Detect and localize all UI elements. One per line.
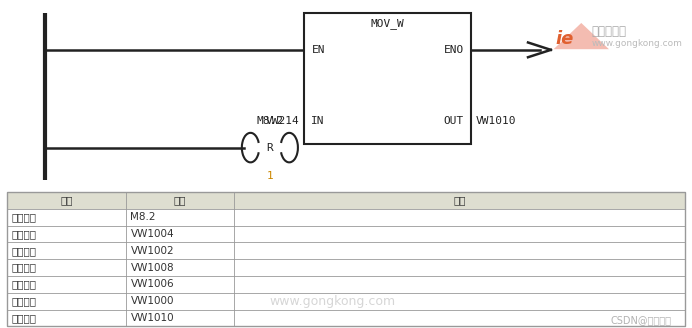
Text: 运行转速: 运行转速: [12, 313, 37, 323]
Text: VW1008: VW1008: [130, 262, 174, 273]
Text: VW1000: VW1000: [130, 296, 174, 306]
Bar: [7, 293, 685, 310]
Text: VW1010: VW1010: [130, 313, 174, 323]
Text: 地址: 地址: [174, 195, 186, 205]
Bar: [304, 13, 471, 144]
Text: VW1010: VW1010: [475, 116, 516, 126]
Text: 读取数据: 读取数据: [12, 212, 37, 222]
Text: www.gongkong.com: www.gongkong.com: [269, 295, 395, 308]
Bar: [7, 310, 685, 326]
Bar: [7, 192, 685, 209]
Text: ENO: ENO: [444, 45, 464, 55]
Text: ie: ie: [556, 30, 574, 48]
Text: M8.2: M8.2: [130, 212, 156, 222]
Text: 输出电压: 输出电压: [12, 279, 37, 289]
Text: 输出电流: 输出电流: [12, 262, 37, 273]
Text: VW1006: VW1006: [130, 279, 174, 289]
Text: 1: 1: [266, 171, 273, 180]
Text: 运行速度: 运行速度: [12, 296, 37, 306]
Text: VW1002: VW1002: [130, 246, 174, 256]
Text: OUT: OUT: [444, 116, 464, 126]
Text: CSDN@工控老马: CSDN@工控老马: [610, 315, 671, 325]
Text: R: R: [266, 143, 273, 153]
Text: IN: IN: [311, 116, 325, 126]
Text: MOV_W: MOV_W: [371, 18, 404, 29]
Text: VW214: VW214: [266, 116, 300, 126]
Text: www.gongkong.com: www.gongkong.com: [592, 39, 682, 48]
Text: 中国工控网: 中国工控网: [592, 25, 627, 38]
Bar: [7, 209, 685, 226]
Polygon shape: [554, 23, 609, 49]
Text: M8.2: M8.2: [256, 116, 284, 126]
Text: VW1004: VW1004: [130, 229, 174, 239]
Bar: [7, 226, 685, 242]
Text: EN: EN: [311, 45, 325, 55]
Bar: [7, 242, 685, 259]
Bar: [7, 259, 685, 276]
Bar: [7, 192, 685, 326]
Bar: [7, 276, 685, 293]
Text: 设定速度: 设定速度: [12, 246, 37, 256]
Text: 符号: 符号: [60, 195, 73, 205]
Text: 注释: 注释: [453, 195, 466, 205]
Text: 母线电压: 母线电压: [12, 229, 37, 239]
